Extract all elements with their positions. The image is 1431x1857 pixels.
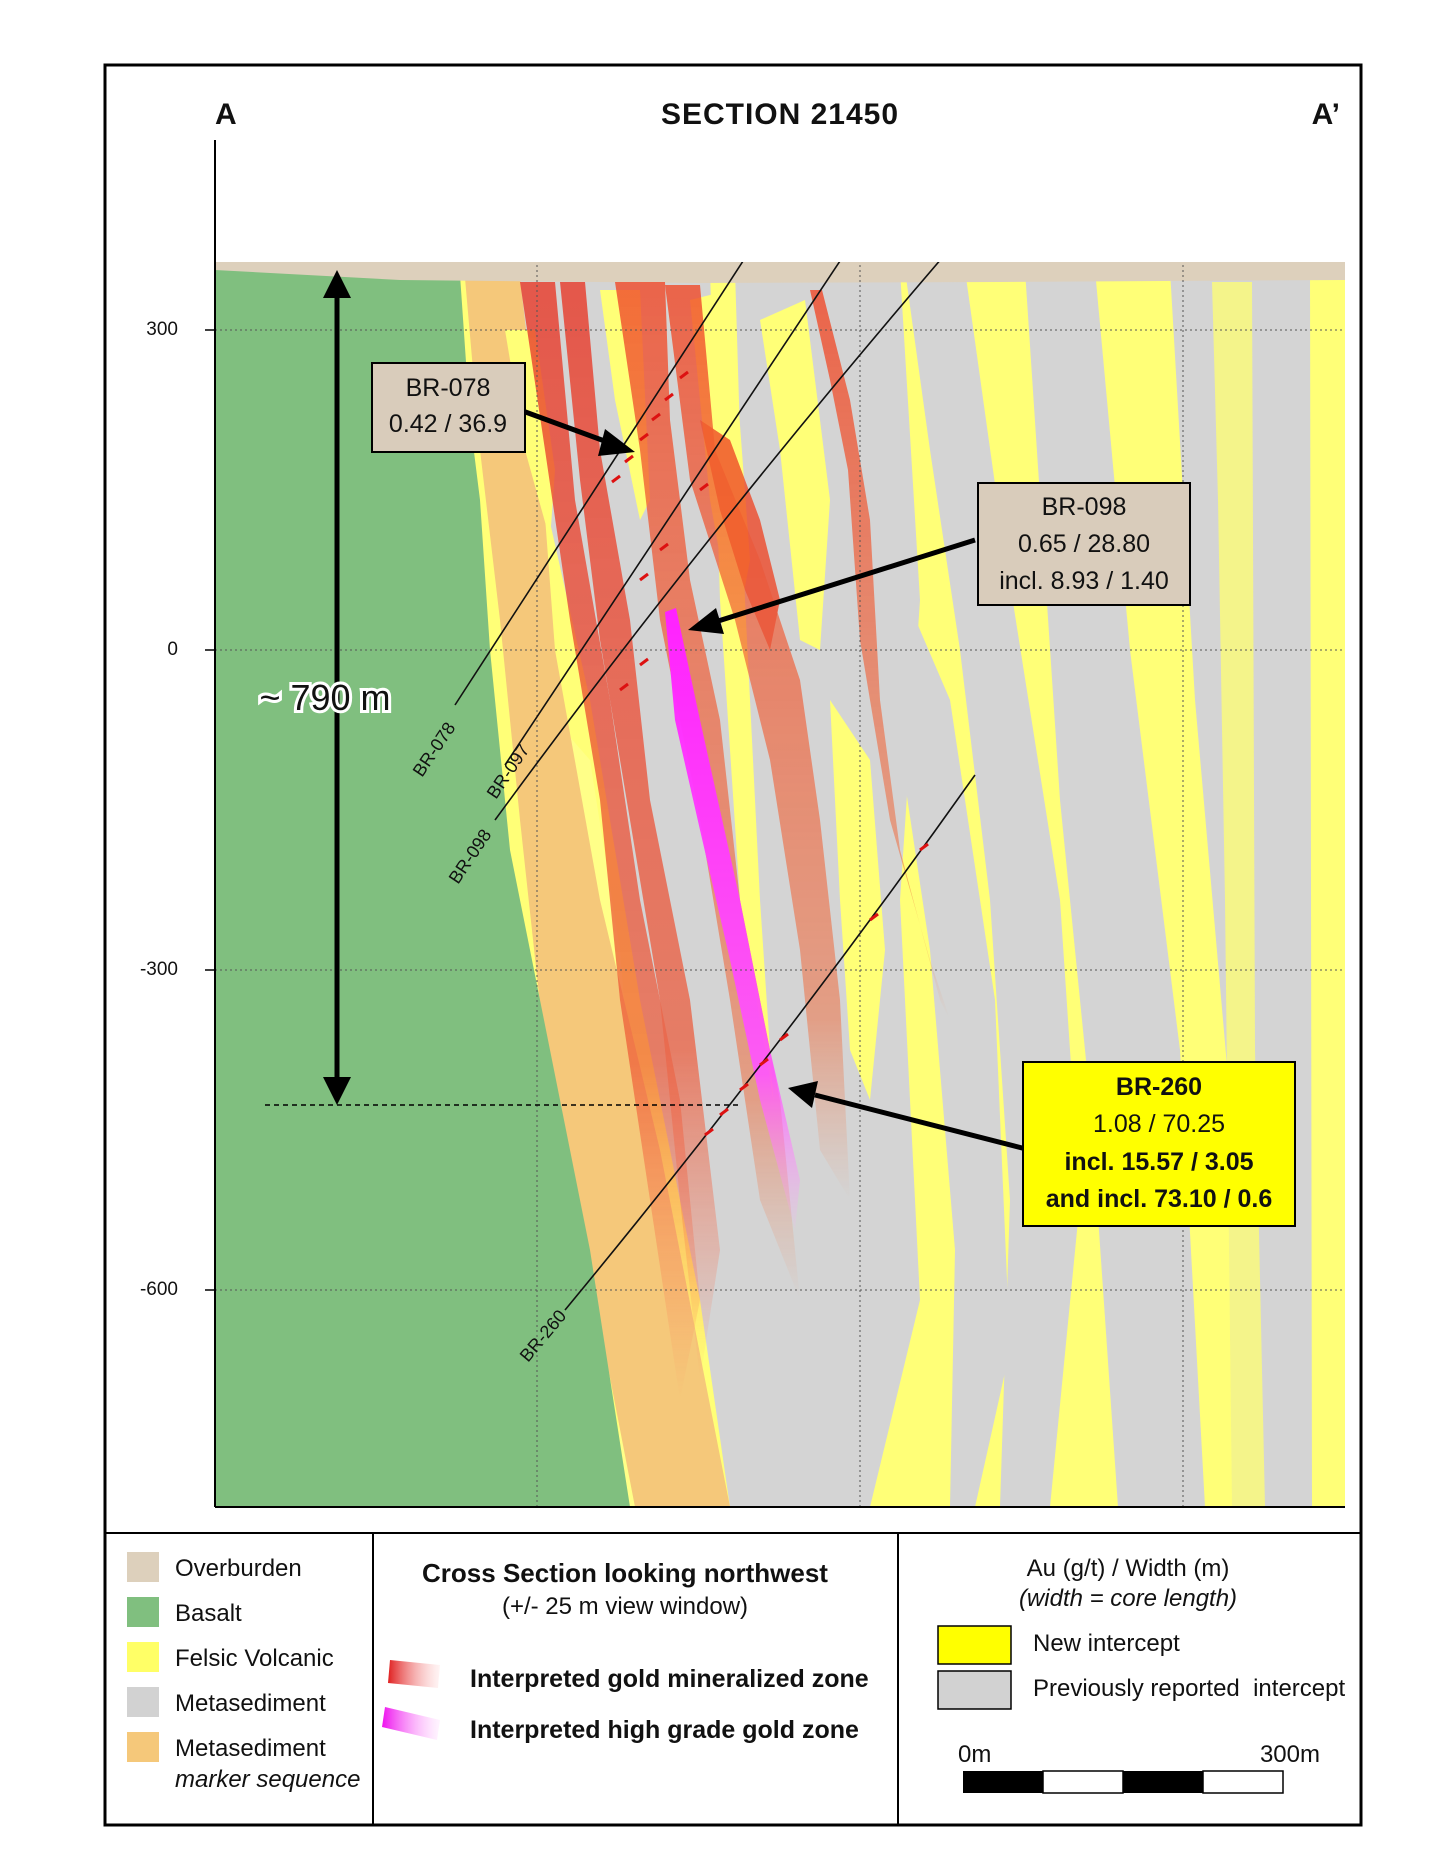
- overburden-unit: [215, 262, 1345, 283]
- high-grade-zone-swatch: [382, 1707, 440, 1740]
- section-end-label: A’: [1312, 98, 1340, 131]
- section-title: SECTION 21450: [661, 98, 899, 131]
- legend-swatch-overburden: [127, 1552, 159, 1582]
- previous-intercept-swatch: [937, 1670, 1012, 1710]
- high-grade-zone: [665, 608, 800, 1230]
- section-start-label: A: [215, 98, 237, 131]
- drill-traces: [454, 262, 976, 1311]
- callout-br260-id: BR-260: [1116, 1073, 1202, 1101]
- mineralized-zone-swatch: [388, 1660, 440, 1688]
- felsic-volcanic-lens: [830, 700, 885, 1100]
- callout-br078: BR-078 0.42 / 36.9: [371, 362, 526, 453]
- legend-swatch-marker: [127, 1732, 159, 1762]
- callout-br078-value: 0.42 / 36.9: [389, 410, 507, 438]
- legend-section-title: Cross Section looking northwest: [422, 1558, 828, 1588]
- legend-label-metasediment: Metasediment: [175, 1690, 326, 1717]
- callout-br260-value: 1.08 / 70.25: [1093, 1110, 1225, 1138]
- callout-br098-id: BR-098: [1042, 493, 1127, 521]
- scale-end-label: 300m: [1260, 1741, 1320, 1768]
- callout-br260-incl2: and incl. 73.10 / 0.6: [1046, 1185, 1273, 1213]
- tick-label-minus-600: -600: [140, 1279, 178, 1300]
- mineralized-zone: [700, 420, 780, 650]
- drill-trace-br097: [504, 262, 841, 766]
- drill-trace-br098: [494, 262, 940, 821]
- callout-br098: BR-098 0.65 / 28.80 incl. 8.93 / 1.40: [977, 482, 1191, 606]
- legend-zone1-label: Interpreted gold mineralized zone: [470, 1665, 869, 1693]
- gridlines: [215, 262, 1345, 1507]
- drill-trace-br260: [564, 774, 976, 1311]
- callout-br078-id: BR-078: [406, 374, 491, 402]
- legend-previous-label: Previously reported intercept: [1033, 1675, 1345, 1702]
- legend-zone2-label: Interpreted high grade gold zone: [470, 1716, 859, 1744]
- legend-label-overburden: Overburden: [175, 1555, 302, 1582]
- tick-label-minus-300: -300: [140, 959, 178, 980]
- intercept-legend: Au (g/t) / Width (m) (width = core lengt…: [937, 1555, 1345, 1794]
- depth-arrow: [265, 270, 740, 1106]
- legend-swatch-metasediment: [127, 1687, 159, 1717]
- tick-label-0: 0: [167, 639, 178, 660]
- legend-label-marker: Metasediment: [175, 1735, 326, 1762]
- legend-label-basalt: Basalt: [175, 1600, 242, 1627]
- legend-new-label: New intercept: [1033, 1630, 1180, 1657]
- mineralized-zone: [520, 282, 700, 1400]
- callout-arrows: [519, 407, 1031, 1153]
- new-intercept-swatch: [937, 1625, 1012, 1665]
- section-legend: Cross Section looking northwest (+/- 25 …: [382, 1558, 869, 1744]
- scale-start-label: 0m: [958, 1741, 991, 1768]
- scale-bar: [963, 1770, 1284, 1794]
- geology-section: [215, 262, 1345, 1507]
- callout-br260-incl: incl. 15.57 / 3.05: [1064, 1148, 1253, 1176]
- legend-intercept-subtitle: (width = core length): [1019, 1585, 1237, 1612]
- y-axis-labels: 300 0 -300 -600: [140, 319, 178, 1300]
- lithology-legend: Overburden Basalt Felsic Volcanic Metase…: [127, 1552, 360, 1793]
- metasediment-band: [890, 560, 1010, 1507]
- basalt-unit: [215, 265, 630, 1507]
- legend-swatch-basalt: [127, 1597, 159, 1627]
- callout-br098-value: 0.65 / 28.80: [1018, 530, 1150, 558]
- legend-section-subtitle: (+/- 25 m view window): [502, 1593, 748, 1620]
- drill-trace-br078: [454, 262, 744, 706]
- legend-label-felsic: Felsic Volcanic: [175, 1645, 334, 1672]
- mineralized-zone: [665, 285, 850, 1200]
- assay-ticks: [611, 370, 929, 1137]
- y-axis-ticks: [205, 329, 215, 1291]
- legend-intercept-title: Au (g/t) / Width (m): [1027, 1555, 1230, 1582]
- felsic-volcanic-lens: [760, 300, 830, 650]
- legend-swatch-felsic: [127, 1642, 159, 1672]
- tick-label-300: 300: [146, 319, 178, 340]
- callout-br098-incl: incl. 8.93 / 1.40: [999, 567, 1169, 595]
- legend-label-marker-sub: marker sequence: [175, 1766, 360, 1793]
- depth-label: ~ 790 m: [259, 677, 390, 718]
- callout-br260: BR-260 1.08 / 70.25 incl. 15.57 / 3.05 a…: [1022, 1061, 1296, 1227]
